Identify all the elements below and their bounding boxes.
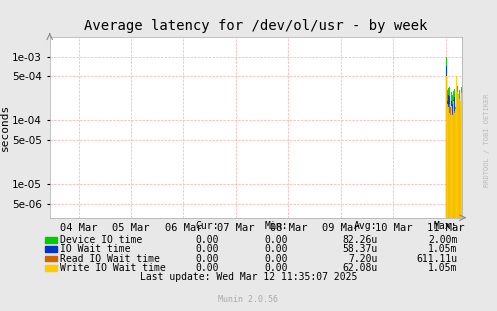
Text: Write IO Wait time: Write IO Wait time [60, 263, 166, 273]
Text: 82.26u: 82.26u [342, 235, 378, 245]
Text: 7.20u: 7.20u [348, 254, 378, 264]
Text: Read IO Wait time: Read IO Wait time [60, 254, 160, 264]
Text: 1.05m: 1.05m [428, 244, 457, 254]
Text: Munin 2.0.56: Munin 2.0.56 [219, 295, 278, 304]
Text: 0.00: 0.00 [265, 235, 288, 245]
Text: 0.00: 0.00 [265, 263, 288, 273]
Text: RRDTOOL / TOBI OETIKER: RRDTOOL / TOBI OETIKER [484, 93, 490, 187]
Text: 58.37u: 58.37u [342, 244, 378, 254]
Text: 0.00: 0.00 [265, 254, 288, 264]
Text: Min:: Min: [265, 220, 288, 230]
Text: Max:: Max: [434, 220, 457, 230]
Y-axis label: seconds: seconds [0, 104, 9, 151]
Text: 0.00: 0.00 [195, 254, 219, 264]
Text: Avg:: Avg: [354, 220, 378, 230]
Text: 0.00: 0.00 [195, 235, 219, 245]
Text: 1.05m: 1.05m [428, 263, 457, 273]
Text: 0.00: 0.00 [195, 263, 219, 273]
Title: Average latency for /dev/ol/usr - by week: Average latency for /dev/ol/usr - by wee… [84, 19, 427, 33]
Text: Last update: Wed Mar 12 11:35:07 2025: Last update: Wed Mar 12 11:35:07 2025 [140, 272, 357, 282]
Text: 62.08u: 62.08u [342, 263, 378, 273]
Text: Device IO time: Device IO time [60, 235, 142, 245]
Text: 0.00: 0.00 [265, 244, 288, 254]
Text: 0.00: 0.00 [195, 244, 219, 254]
Text: 611.11u: 611.11u [416, 254, 457, 264]
Text: IO Wait time: IO Wait time [60, 244, 130, 254]
Text: Cur:: Cur: [195, 220, 219, 230]
Text: 2.00m: 2.00m [428, 235, 457, 245]
